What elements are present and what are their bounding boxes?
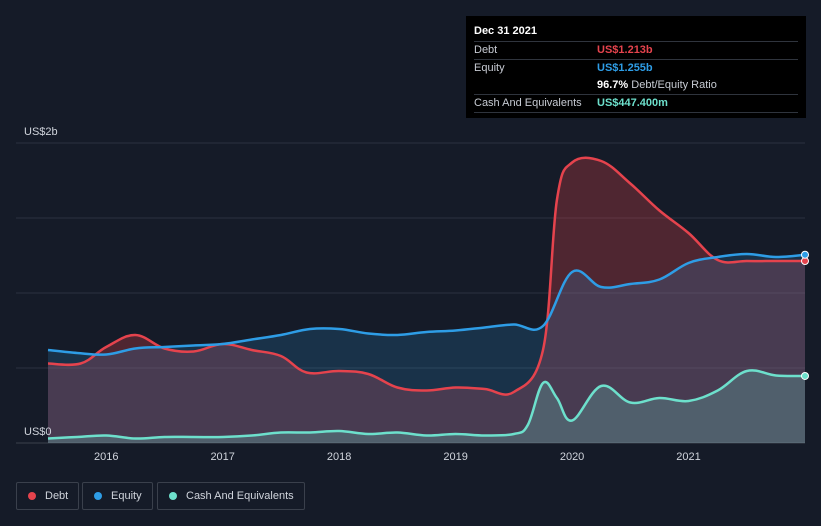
- y-axis-top-label: US$2b: [24, 126, 58, 138]
- tooltip-debt-value: US$1.213b: [597, 44, 653, 56]
- legend-equity[interactable]: Equity: [82, 482, 153, 510]
- tooltip-equity-value: US$1.255b: [597, 62, 653, 74]
- grid-lines: [16, 142, 805, 444]
- tooltip-row-equity: Equity US$1.255b: [474, 59, 798, 77]
- equity-line: [47, 252, 806, 356]
- tooltip-equity-label: Equity: [474, 62, 505, 74]
- tooltip-row-debt: Debt US$1.213b: [474, 41, 798, 59]
- tooltip-ratio-label: Debt/Equity Ratio: [631, 79, 717, 91]
- tooltip-row-cash: Cash And Equivalents US$447.400m: [474, 94, 798, 113]
- legend-equity-label: Equity: [111, 490, 142, 502]
- x-tick-label: 2017: [210, 451, 234, 463]
- tooltip-date: Dec 31 2021: [474, 25, 537, 37]
- x-tick-label: 2021: [676, 451, 700, 463]
- debt-dot-icon: [28, 492, 36, 500]
- tooltip-debt-label: Debt: [474, 44, 498, 56]
- end-markers: [801, 250, 809, 380]
- x-tick-label: 2018: [327, 451, 351, 463]
- x-tick-label: 2019: [443, 451, 467, 463]
- cash-area: [48, 370, 805, 443]
- series-areas: [48, 157, 805, 443]
- tooltip-cash-label: Cash And Equivalents: [474, 97, 582, 109]
- legend-cash[interactable]: Cash And Equivalents: [157, 482, 305, 510]
- x-tick-label: 2016: [94, 451, 118, 463]
- cash-end-point: [801, 371, 809, 380]
- tooltip-cash-value: US$447.400m: [597, 97, 668, 109]
- axis-labels: US$2b US$0 2016 2017 2018 2019 2020 2021: [24, 126, 701, 463]
- tooltip-ratio-value: 96.7%: [597, 79, 629, 91]
- equity-area: [48, 254, 805, 443]
- y-axis-bottom-label: US$0: [24, 426, 52, 438]
- series-lines: [47, 156, 806, 440]
- x-tick-label: 2020: [560, 451, 584, 463]
- legend-cash-label: Cash And Equivalents: [186, 490, 294, 502]
- legend-debt[interactable]: Debt: [16, 482, 80, 510]
- equity-end-point: [801, 250, 809, 259]
- legend-debt-label: Debt: [45, 490, 69, 502]
- tooltip-row-ratio: 96.7% Debt/Equity Ratio: [474, 77, 798, 94]
- debt-area: [48, 157, 805, 443]
- debt-line: [47, 156, 805, 396]
- cash-dot-icon: [169, 492, 177, 500]
- equity-dot-icon: [94, 492, 102, 500]
- data-tooltip: Dec 31 2021 Debt US$1.213b Equity US$1.2…: [466, 16, 806, 118]
- cash-line: [47, 369, 806, 440]
